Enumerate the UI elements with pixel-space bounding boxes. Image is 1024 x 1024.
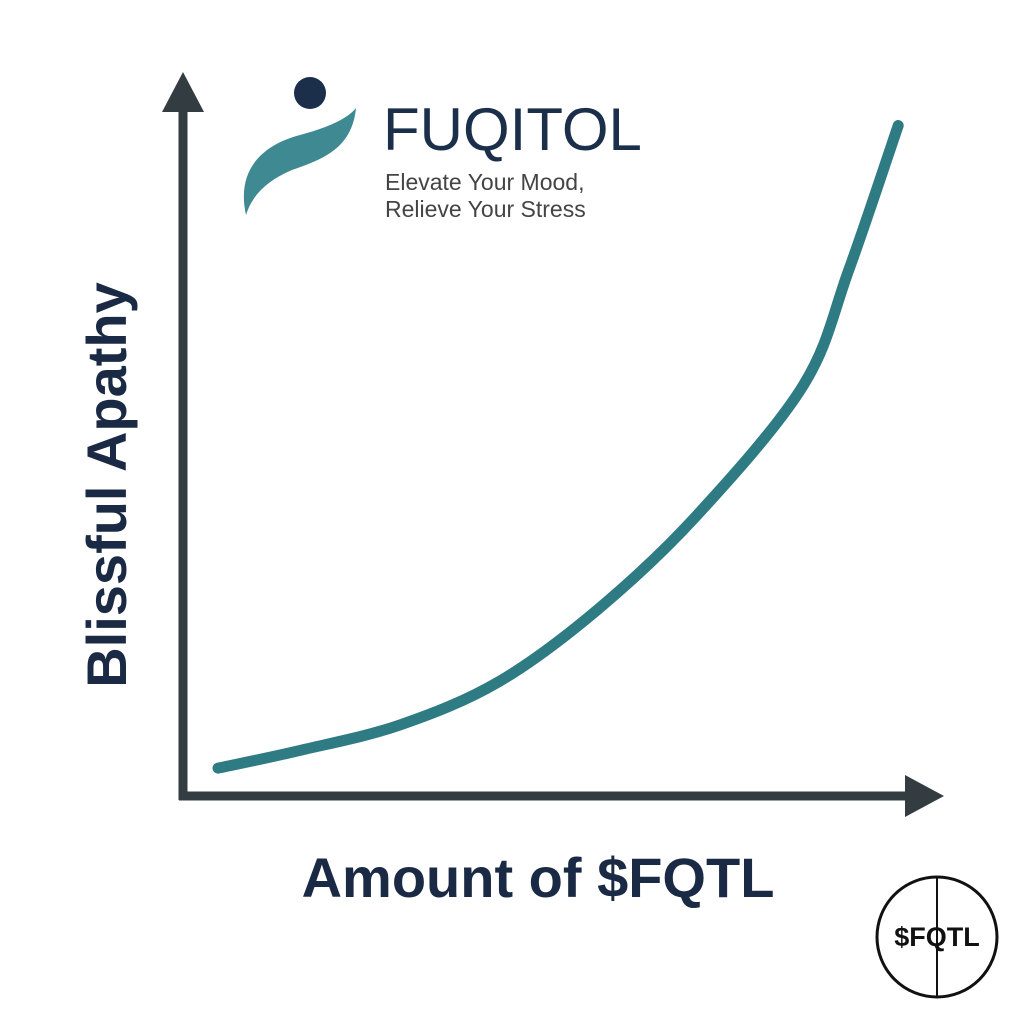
logo-name: FUQITOL	[383, 96, 642, 163]
logo-tagline: Relieve Your Stress	[385, 196, 586, 222]
x-axis-label: Amount of $FQTL	[302, 846, 775, 909]
logo-tagline: Elevate Your Mood,	[385, 169, 584, 195]
x-axis-arrow	[905, 775, 944, 817]
axes	[162, 72, 944, 817]
y-axis-arrow	[162, 72, 204, 112]
curve	[212, 120, 904, 774]
badge: $FQTL	[875, 875, 999, 999]
badge-label: $FQTL	[894, 922, 980, 952]
logo-swoosh	[243, 108, 356, 215]
y-axis-label: Blissful Apathy	[75, 282, 138, 688]
logo-dot	[294, 77, 326, 109]
logo: FUQITOL Elevate Your Mood, Relieve Your …	[243, 77, 642, 222]
